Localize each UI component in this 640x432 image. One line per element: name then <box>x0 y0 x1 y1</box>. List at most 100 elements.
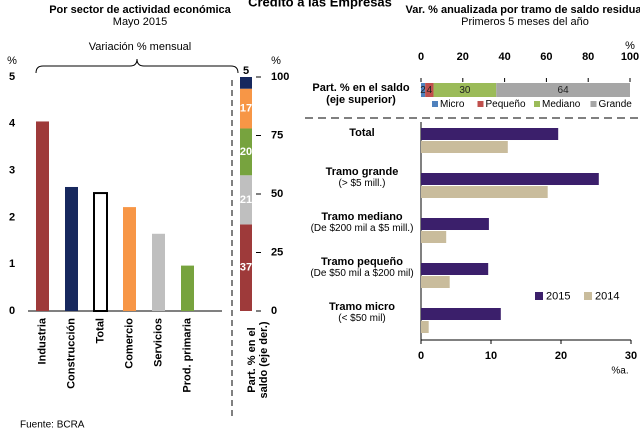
y2-tick-label: 0 <box>271 305 277 317</box>
category-label: Total <box>305 113 419 153</box>
x2-tick-label: 80 <box>582 51 594 63</box>
x-tick-label: 10 <box>485 350 497 362</box>
data-label: 17 <box>240 102 252 114</box>
stack-segment <box>240 77 252 89</box>
category-note: (< $50 mil) <box>338 313 386 324</box>
legend-label: 2014 <box>595 290 619 302</box>
bar <box>421 276 450 288</box>
legend-label: Grande <box>599 99 633 110</box>
y-tick-label: 4 <box>9 118 16 130</box>
bar <box>421 128 559 140</box>
bar <box>181 265 194 311</box>
legend-swatch <box>535 292 543 300</box>
page-title: Crédito a las Empresas <box>248 0 392 9</box>
bar <box>93 192 108 312</box>
source: Fuente: BCRA <box>20 420 85 431</box>
y-tick-label: 1 <box>9 258 15 270</box>
bar <box>421 308 501 320</box>
legend-swatch <box>432 101 438 107</box>
share-label: Part. % en el saldo (eje der.) <box>246 321 270 399</box>
x2-tick-label: 40 <box>498 51 510 63</box>
category-note: (De $50 mil a $200 mil) <box>310 268 414 279</box>
data-label: 37 <box>240 262 252 274</box>
bar <box>36 121 49 312</box>
y2-unit: % <box>271 55 281 67</box>
bar <box>421 321 429 333</box>
bar <box>421 218 489 230</box>
stack-segment <box>433 83 497 97</box>
chart-title: Por sector de actividad económica <box>49 4 231 16</box>
legend-label: Micro <box>440 99 465 110</box>
stack-segment <box>240 88 252 129</box>
x2-tick-label: 20 <box>457 51 469 63</box>
chart-title: Var. % anualizada por tramo de saldo res… <box>405 4 640 16</box>
bar <box>152 233 165 311</box>
x-unit: %a. <box>611 366 628 377</box>
y2-tick-label: 25 <box>271 246 283 258</box>
category-name: Tramo mediano <box>321 211 403 223</box>
x-tick-label: Servicios <box>152 318 164 367</box>
chart-subtitle: Primeros 5 meses del año <box>461 16 589 28</box>
legend-swatch <box>477 101 484 107</box>
data-label: 30 <box>459 85 471 96</box>
x-tick-label: 30 <box>625 350 637 362</box>
bar <box>65 186 78 311</box>
bar <box>421 186 548 198</box>
x2-tick-label: 60 <box>540 51 552 63</box>
category-label: Tramo pequeño (De $50 mil a $200 mil) <box>305 248 419 288</box>
data-label: 21 <box>240 194 252 206</box>
y2-tick-label: 100 <box>271 71 289 83</box>
x-tick-label: Prod. primaria <box>181 317 193 392</box>
x-tick-label: 20 <box>555 350 567 362</box>
x-tick-label: Industria <box>36 317 48 364</box>
data-label: 5 <box>243 65 249 77</box>
category-label: Tramo mediano (De $200 mil a $5 mill.) <box>305 203 419 243</box>
data-label: 2 <box>420 85 426 96</box>
category-name: Total <box>349 127 375 139</box>
data-label: 4 <box>427 85 433 96</box>
category-name: Tramo pequeño <box>321 256 403 268</box>
category-name: Tramo micro <box>328 301 396 313</box>
category-label: Tramo grande (> $5 mill.) <box>305 158 419 198</box>
stack-segment <box>240 175 252 225</box>
category-note: (De $200 mil a $5 mill.) <box>310 223 414 234</box>
legend-label: Pequeño <box>486 99 526 110</box>
stack-segment <box>496 83 630 97</box>
y-unit: % <box>7 55 17 67</box>
stack-segment <box>240 224 252 311</box>
x2-tick-label: 0 <box>418 51 424 63</box>
legend-label: Mediano <box>542 99 581 110</box>
legend-swatch <box>534 101 540 107</box>
x2-tick-label: 100 <box>621 51 639 63</box>
category-label: Tramo micro (< $50 mil) <box>305 293 419 333</box>
data-label: 20 <box>240 146 252 158</box>
x2-unit: % <box>625 40 635 52</box>
category-note: (> $5 mill.) <box>338 178 386 189</box>
legend-swatch <box>584 292 592 300</box>
y2-tick-label: 50 <box>271 188 283 200</box>
y-tick-label: 3 <box>9 165 15 177</box>
legend-label: 2015 <box>546 290 570 302</box>
x-tick-label: 0 <box>418 350 424 362</box>
legend-swatch <box>590 101 597 107</box>
data-label: 64 <box>558 85 570 96</box>
y-tick-label: 0 <box>9 305 15 317</box>
bar <box>421 173 599 185</box>
y-tick-label: 2 <box>9 211 15 223</box>
x-tick-label: Total <box>94 318 106 343</box>
chart-subtitle: Mayo 2015 <box>113 16 167 28</box>
stack-segment <box>240 128 252 176</box>
x-tick-label: Comercio <box>123 318 135 369</box>
share-label: Part. % en el saldo (eje superior) <box>312 82 410 106</box>
bar <box>123 207 136 311</box>
brace <box>35 58 239 74</box>
bar <box>421 141 508 153</box>
category-name: Tramo grande <box>325 166 399 178</box>
y-tick-label: 5 <box>9 71 15 83</box>
stack-segment <box>421 83 426 97</box>
bar <box>421 263 489 275</box>
stack-segment <box>425 83 434 97</box>
bar <box>421 231 447 243</box>
